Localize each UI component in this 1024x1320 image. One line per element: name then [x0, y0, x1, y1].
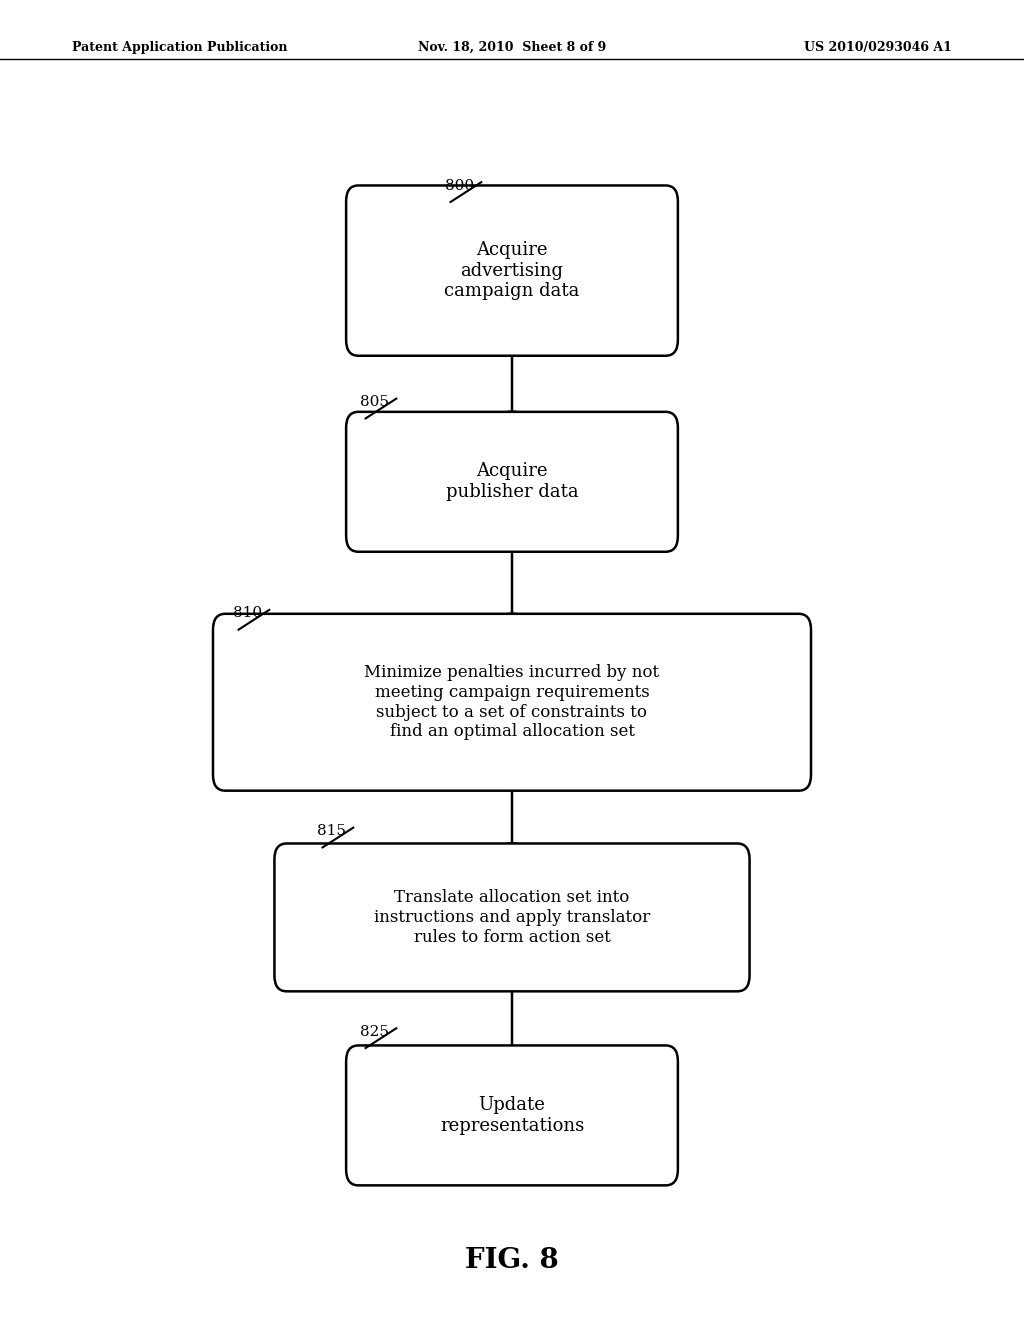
Text: US 2010/0293046 A1: US 2010/0293046 A1: [805, 41, 952, 54]
Text: Minimize penalties incurred by not
meeting campaign requirements
subject to a se: Minimize penalties incurred by not meeti…: [365, 664, 659, 741]
Text: Update
representations: Update representations: [440, 1096, 584, 1135]
Text: Acquire
advertising
campaign data: Acquire advertising campaign data: [444, 240, 580, 301]
Text: Translate allocation set into
instructions and apply translator
rules to form ac: Translate allocation set into instructio…: [374, 890, 650, 945]
Text: Acquire
publisher data: Acquire publisher data: [445, 462, 579, 502]
Text: 825: 825: [360, 1024, 389, 1039]
Text: 810: 810: [233, 606, 262, 620]
Text: 805: 805: [360, 395, 389, 409]
Text: Nov. 18, 2010  Sheet 8 of 9: Nov. 18, 2010 Sheet 8 of 9: [418, 41, 606, 54]
Text: 800: 800: [445, 178, 474, 193]
Text: FIG. 8: FIG. 8: [465, 1247, 559, 1274]
Text: Patent Application Publication: Patent Application Publication: [72, 41, 287, 54]
Text: 815: 815: [317, 824, 346, 838]
